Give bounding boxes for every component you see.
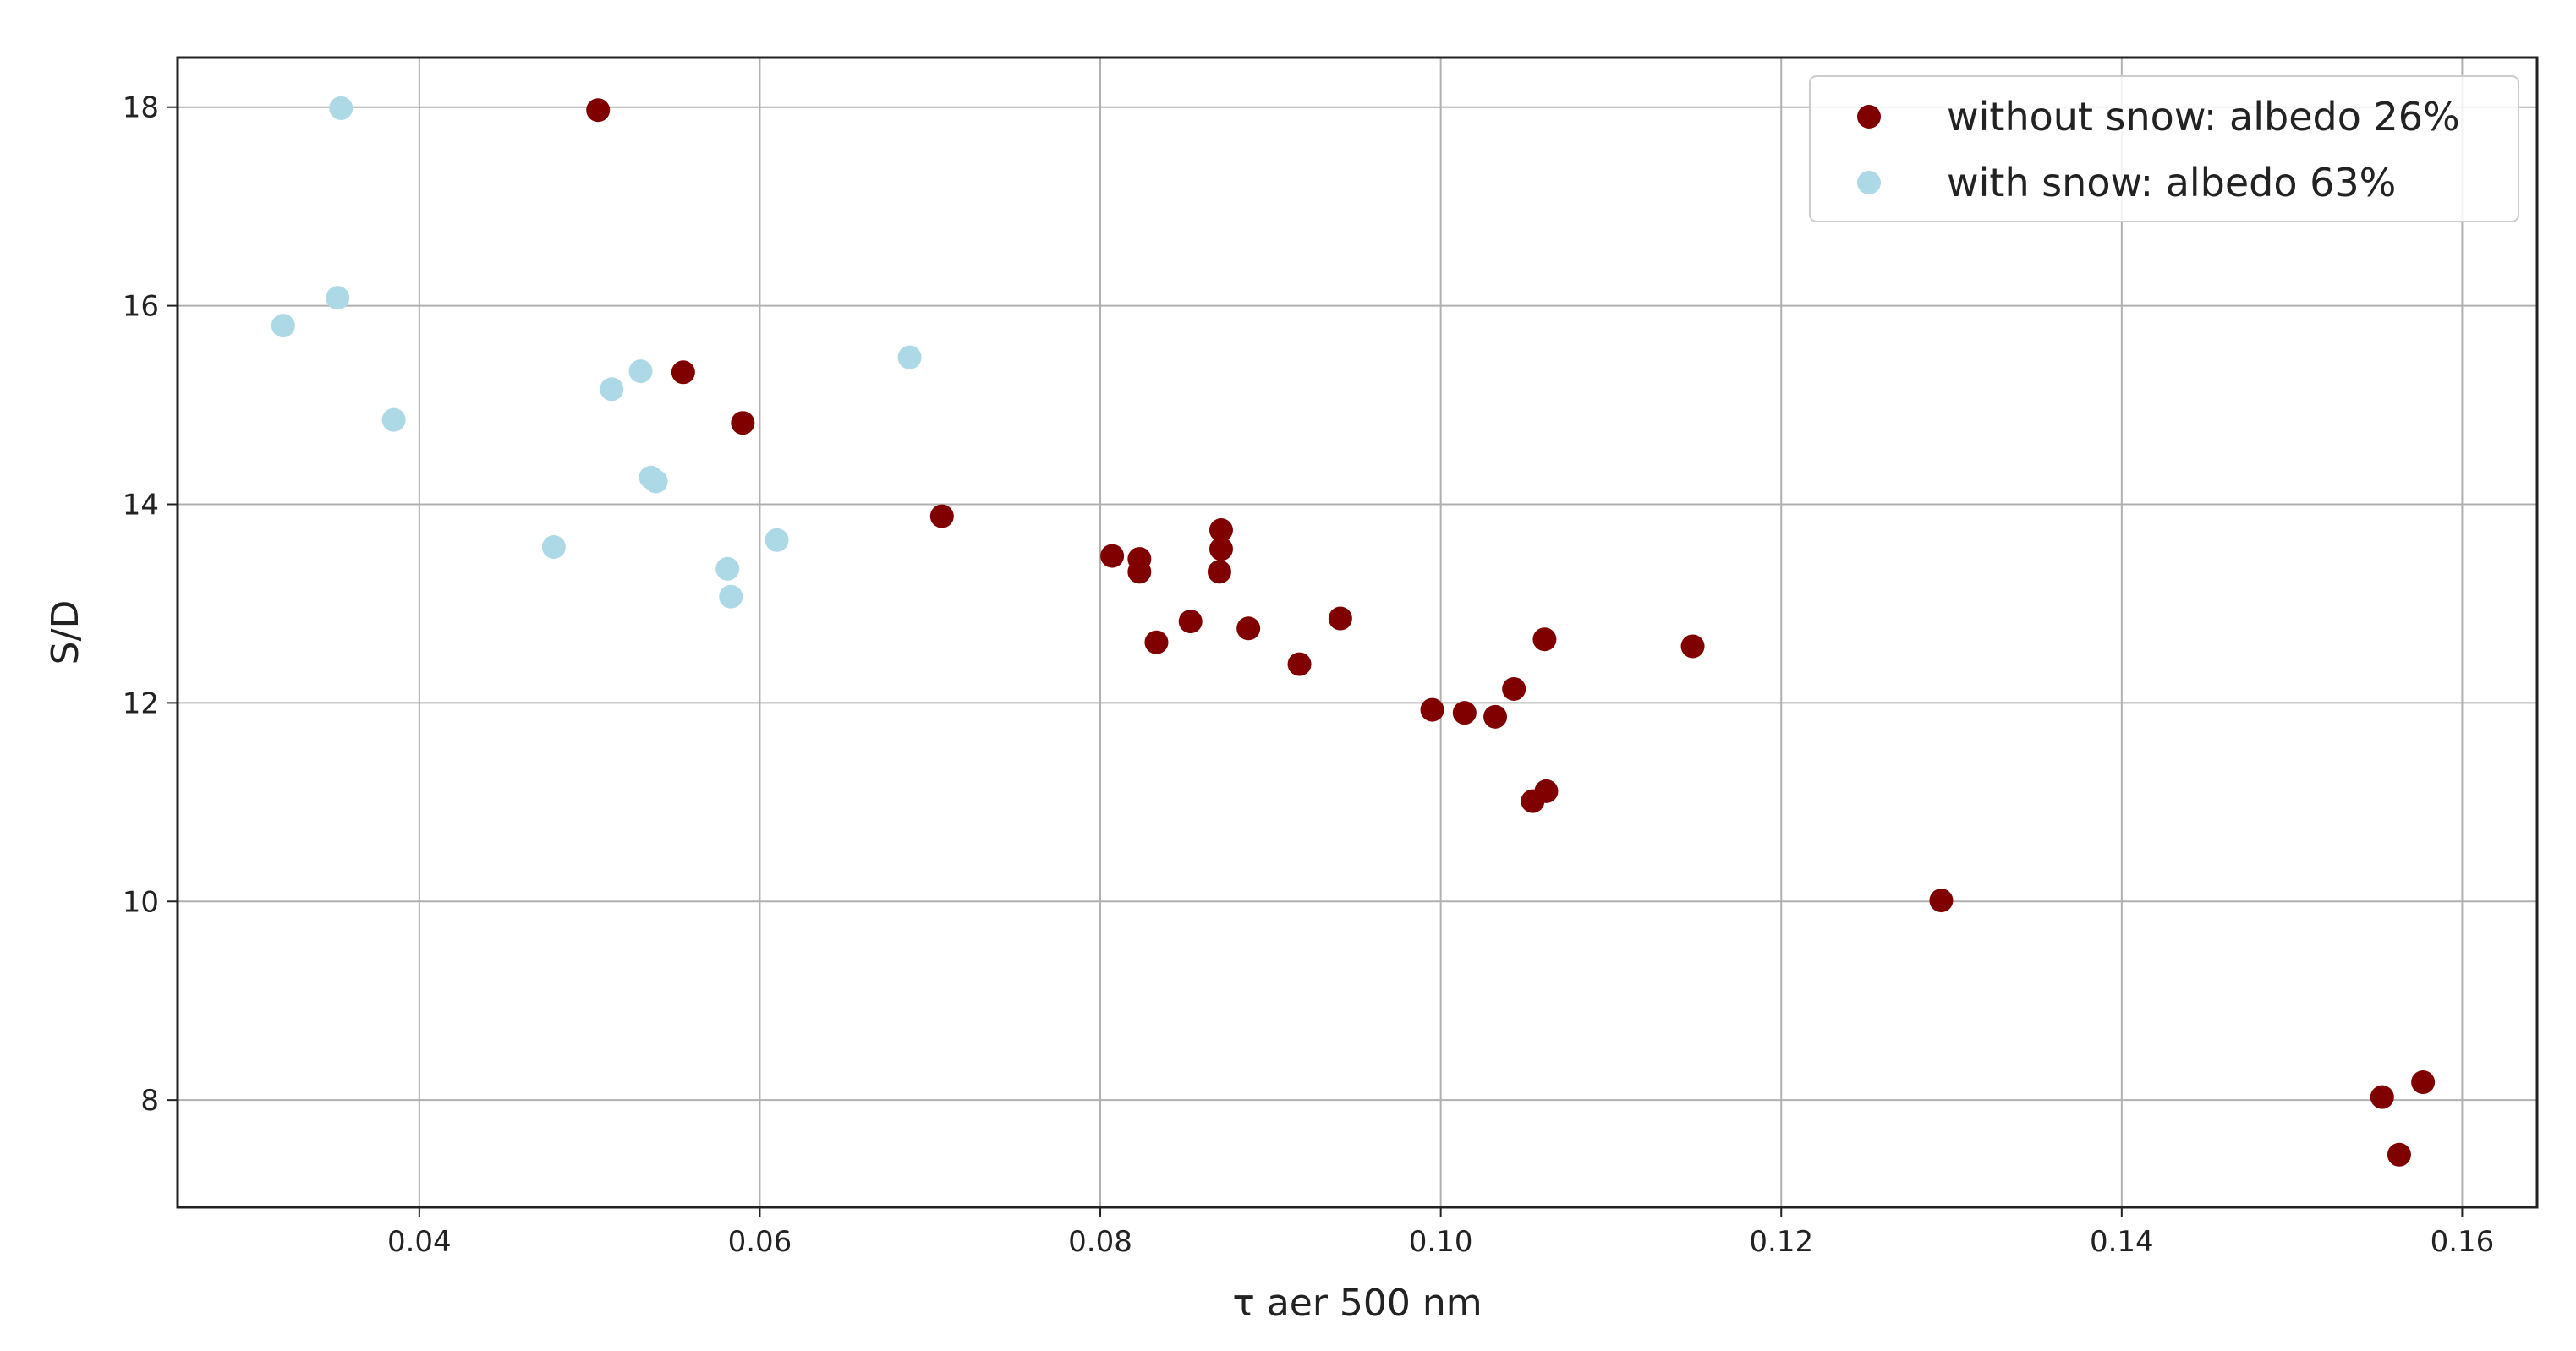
point-without-snow (1502, 676, 1526, 701)
y-tick-label: 18 (123, 91, 159, 125)
x-tick-label: 0.04 (387, 1225, 452, 1259)
point-with-snow (719, 584, 743, 609)
legend-label-without-snow: without snow: albedo 26% (1947, 94, 2460, 139)
point-without-snow (2387, 1142, 2411, 1167)
point-without-snow (1236, 616, 1261, 641)
y-axis-label: S/D (44, 600, 87, 665)
y-tick-label: 16 (123, 290, 159, 324)
point-with-snow (600, 377, 624, 402)
point-with-snow (271, 314, 295, 338)
point-without-snow (731, 411, 755, 435)
point-without-snow (1178, 610, 1203, 634)
point-without-snow (929, 504, 954, 528)
y-tick-label: 14 (123, 488, 159, 522)
x-tick-label: 0.12 (1749, 1225, 1813, 1259)
point-without-snow (1127, 560, 1152, 584)
point-with-snow (541, 534, 566, 559)
x-tick-label: 0.14 (2090, 1225, 2154, 1259)
x-tick-label: 0.06 (728, 1225, 792, 1259)
point-with-snow (715, 556, 740, 581)
point-with-snow (897, 345, 922, 369)
point-without-snow (1209, 537, 1233, 561)
legend-marker-with-snow (1857, 171, 1881, 194)
point-without-snow (1144, 630, 1169, 654)
point-without-snow (1929, 889, 1954, 913)
x-tick-label: 0.08 (1068, 1225, 1132, 1259)
point-with-snow (765, 528, 789, 552)
legend: without snow: albedo 26% with snow: albe… (1809, 75, 2519, 222)
y-tick-label: 12 (123, 686, 159, 720)
point-without-snow (1680, 634, 1705, 659)
grid-lines (178, 57, 2537, 1207)
x-tick-label: 0.10 (1409, 1225, 1473, 1259)
point-without-snow (1100, 544, 1125, 568)
point-without-snow (1207, 560, 1231, 584)
x-tick-label: 0.16 (2431, 1225, 2495, 1259)
y-tick-label: 8 (140, 1084, 159, 1118)
legend-box (1809, 75, 2519, 222)
point-without-snow (1483, 704, 1508, 729)
point-without-snow (1328, 606, 1352, 631)
point-with-snow (628, 359, 653, 384)
point-without-snow (1209, 518, 1233, 543)
data-points (271, 96, 2436, 1167)
point-without-snow (1532, 627, 1557, 652)
point-without-snow (1452, 701, 1477, 725)
point-without-snow (1534, 779, 1559, 803)
point-with-snow (326, 286, 350, 310)
point-without-snow (2411, 1070, 2436, 1095)
x-axis-label: τ aer 500 nm (1232, 1282, 1482, 1325)
legend-marker-without-snow (1857, 105, 1881, 129)
point-without-snow (586, 98, 611, 123)
point-with-snow (644, 469, 668, 494)
point-without-snow (1287, 652, 1312, 676)
point-without-snow (1420, 697, 1444, 722)
plot-frame (176, 56, 2539, 1209)
point-without-snow (2370, 1085, 2394, 1109)
y-tick-label: 10 (123, 885, 159, 919)
axis-ticks: 0.04 0.06 0.08 0.10 0.12 0.14 0.16 8 10 12 14 16 18 (123, 91, 2495, 1259)
point-without-snow (671, 360, 695, 385)
point-with-snow (381, 407, 406, 432)
point-with-snow (329, 96, 354, 120)
legend-label-with-snow: with snow: albedo 63% (1947, 160, 2396, 205)
